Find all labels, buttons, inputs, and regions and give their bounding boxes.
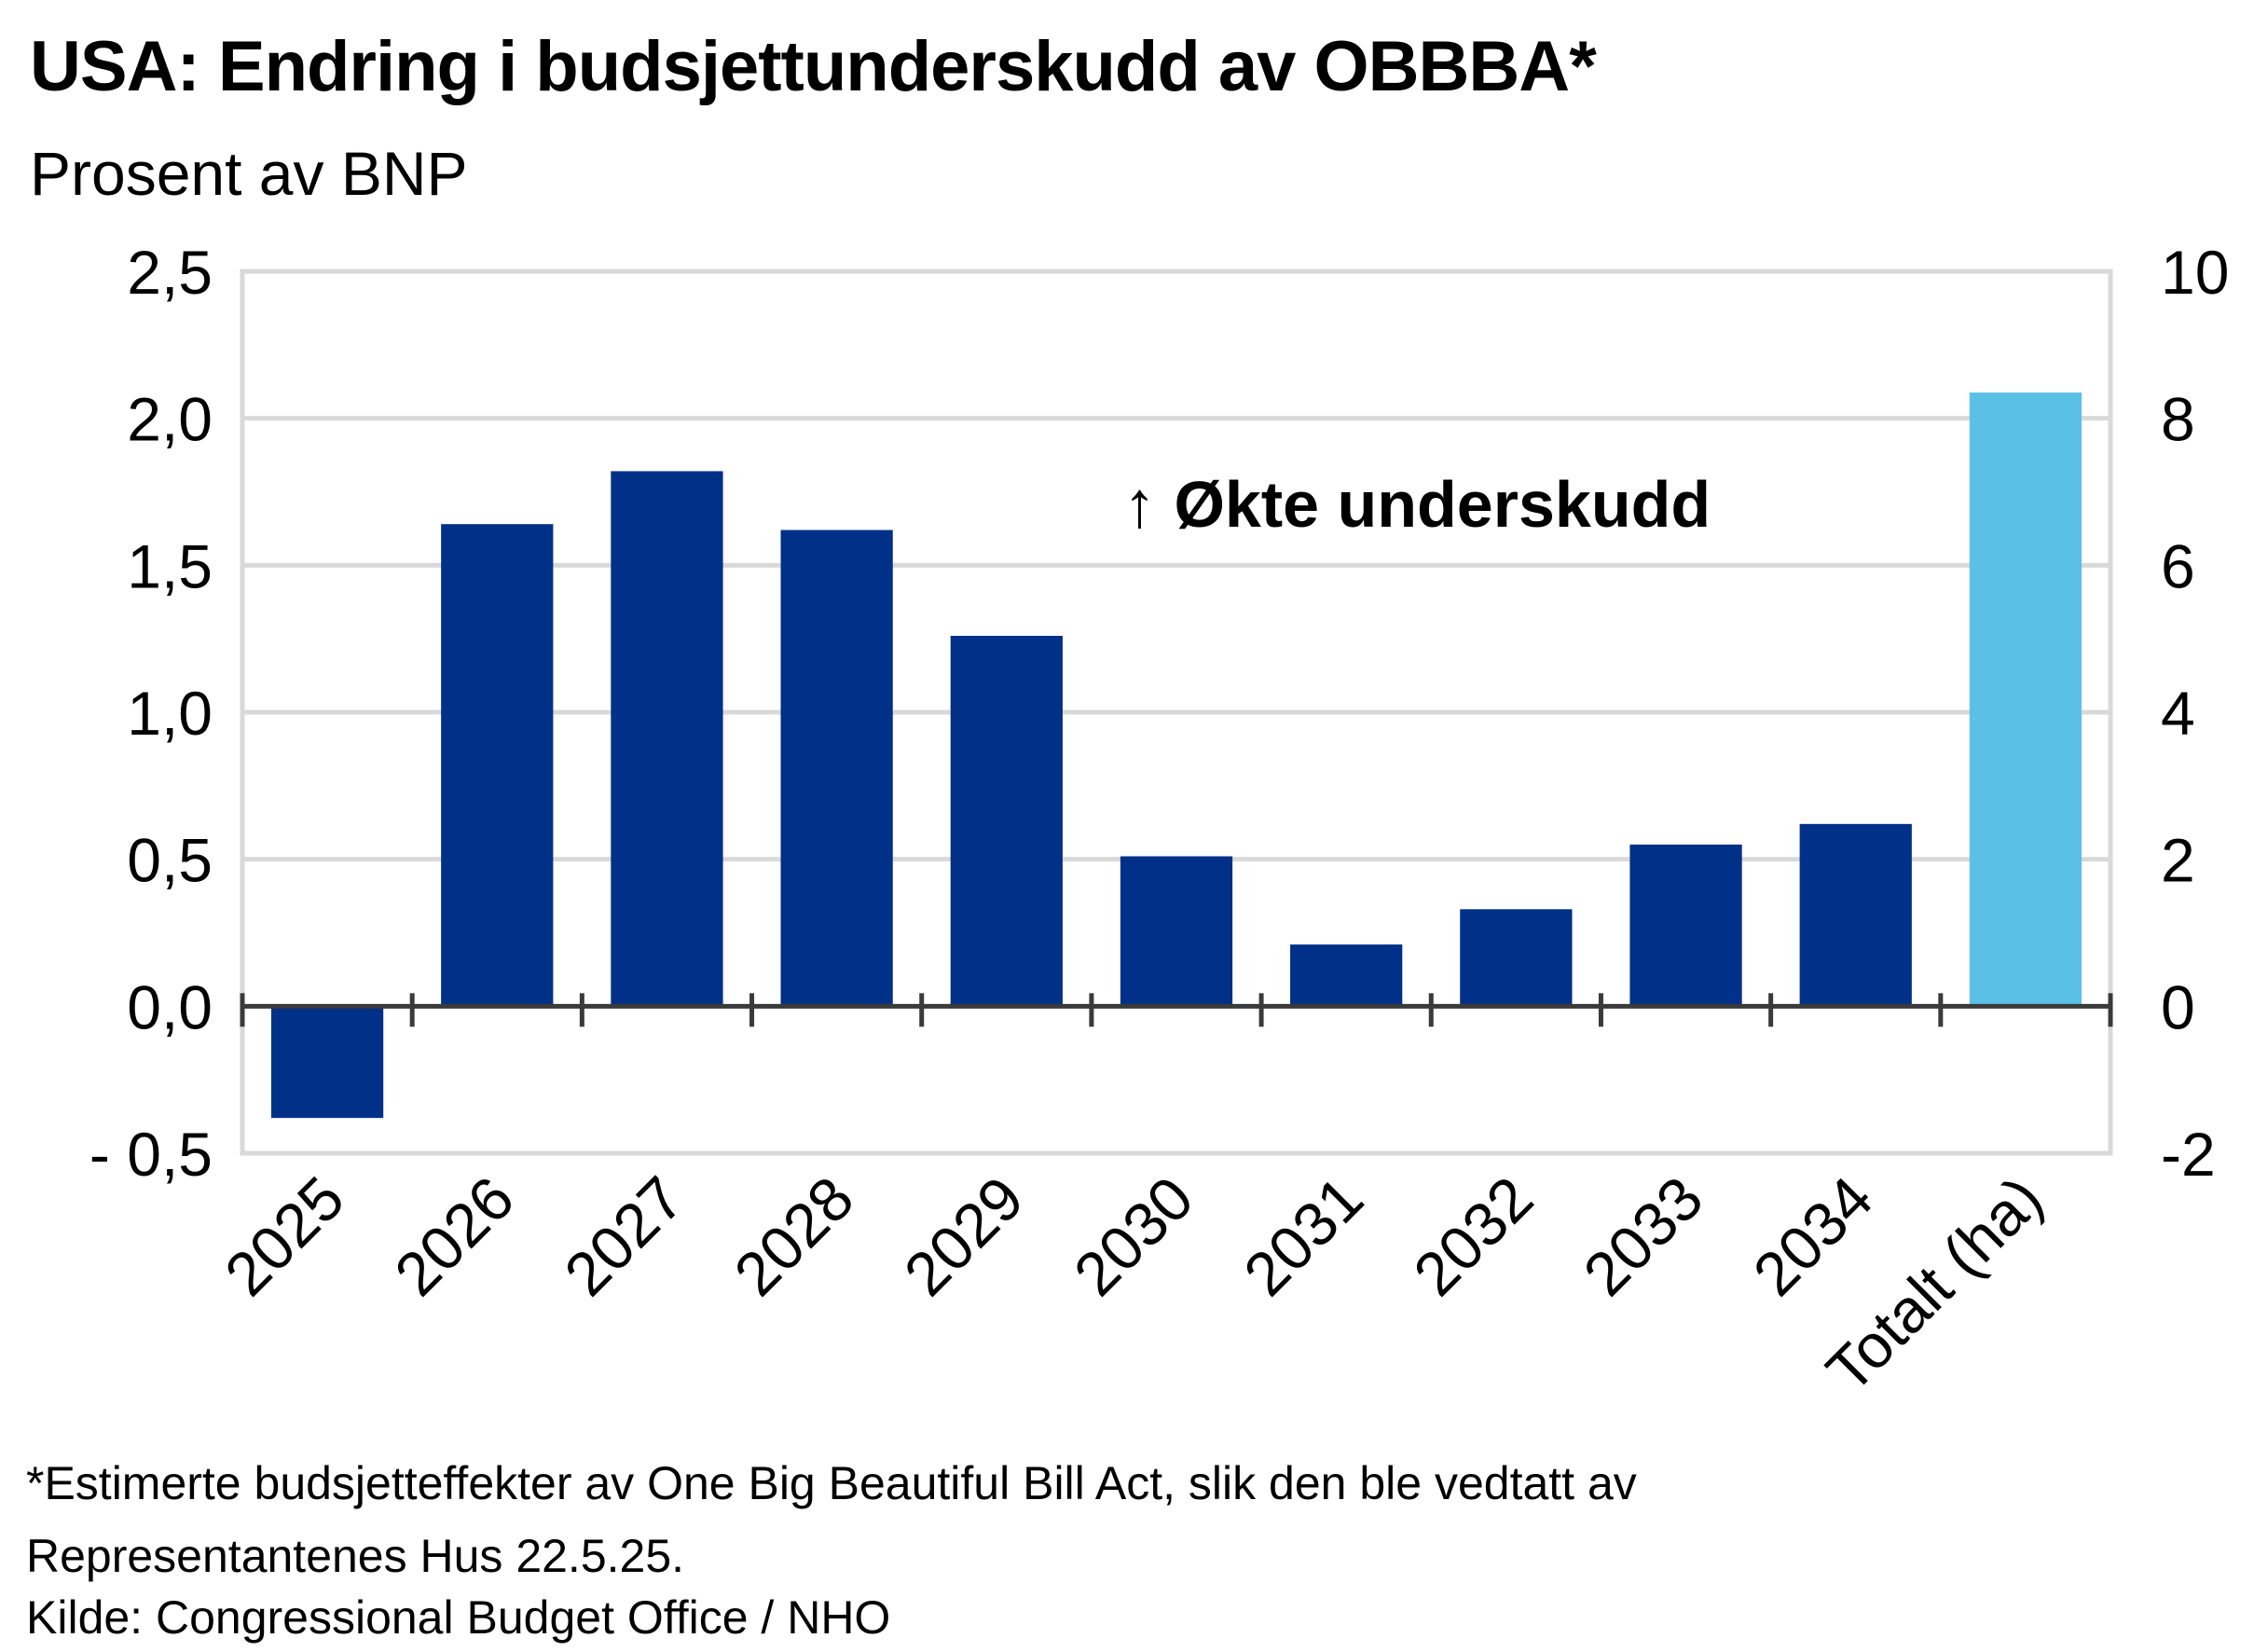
left-tick-label: 2,5 [127,238,213,307]
footnote: *Estimerte budsjetteffekter av One Big B… [26,1457,1637,1509]
x-tick-label: 2032 [1400,1163,1546,1309]
right-tick-label: 8 [2161,385,2195,454]
chart-title: USA: Endring i budsjettunderskudd av OBB… [30,27,1597,106]
x-tick-label: 2034 [1739,1163,1885,1309]
bar-2027 [611,471,723,1007]
bar-2029 [950,636,1063,1007]
x-tick-label: 2030 [1061,1163,1206,1309]
bar-2031 [1290,944,1403,1007]
x-axis [240,993,2113,1027]
right-tick-label: 10 [2161,238,2229,307]
x-tick-label: 2025 [212,1163,357,1309]
bar-2028 [780,530,893,1007]
source-note: Kilde: Congressional Budget Office / NHO [26,1591,891,1644]
right-tick-label: 4 [2161,679,2195,748]
annotation-increased-deficit: ↑ Økte underskudd [1123,468,1711,541]
right-y-axis-ticks: -2 0 2 4 6 8 10 [2161,238,2229,1189]
right-tick-label: 2 [2161,826,2195,895]
bar-totalt-ha [1969,392,2082,1007]
bar-2030 [1120,856,1233,1007]
bar-2033 [1629,844,1742,1007]
right-tick-label: 6 [2161,531,2195,600]
bar-2032 [1460,909,1573,1007]
footnote-continued: Representantenes Hus 22.5.25. [26,1530,685,1582]
left-tick-label: 2,0 [127,385,213,454]
right-tick-label: -2 [2161,1120,2216,1189]
plot-frame [240,268,2113,1156]
bar-2025 [270,1006,384,1119]
left-y-axis-ticks: - 0,5 0,0 0,5 1,0 1,5 2,0 2,5 [89,238,213,1189]
bar-2026 [441,524,554,1007]
bar-2034 [1799,823,1912,1007]
left-tick-label: - 0,5 [89,1120,213,1189]
bars [270,392,2082,1119]
left-tick-label: 1,0 [127,679,213,748]
right-tick-label: 0 [2161,972,2195,1041]
x-tick-label: 2026 [381,1163,527,1309]
left-tick-label: 0,5 [127,826,213,895]
x-tick-label: 2031 [1230,1163,1376,1309]
x-tick-label: 2028 [721,1163,866,1309]
x-axis-labels: 2025 2026 2027 2028 2029 2030 2031 2032 2033 2034… [212,1163,2055,1406]
chart-subtitle: Prosent av BNP [30,139,468,208]
left-tick-label: 0,0 [127,972,213,1041]
left-tick-label: 1,5 [127,531,213,600]
x-tick-label: 2029 [891,1163,1037,1309]
x-tick-label: 2033 [1570,1163,1715,1309]
x-tick-label: 2027 [551,1163,696,1309]
